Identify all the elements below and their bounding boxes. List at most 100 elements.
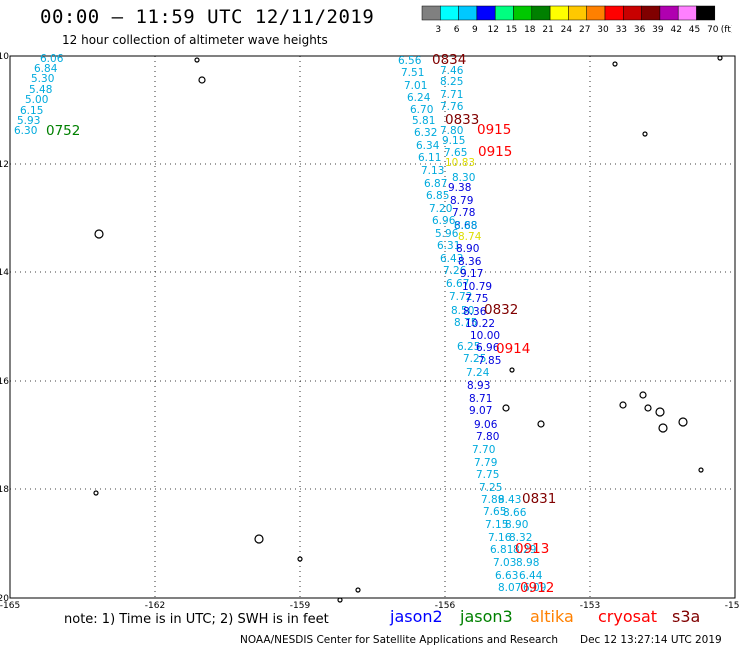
island-outline (94, 229, 104, 239)
wave-height-label: 8.93 (467, 380, 490, 392)
wave-height-label: 7.26 (443, 265, 467, 277)
wave-height-label: 6.44 (519, 570, 543, 582)
wave-height-label: 8.36 (458, 256, 482, 268)
y-tick-label: -14 (0, 268, 9, 278)
wave-height-label: 9.17 (460, 268, 483, 280)
island-outline (639, 391, 647, 399)
wave-height-label: 7.65 (444, 147, 467, 159)
wave-height-label: 6.31 (437, 240, 460, 252)
wave-height-label: 8.32 (509, 532, 532, 544)
wave-height-label: 6.32 (414, 127, 437, 139)
wave-height-label: 9.06 (474, 419, 498, 431)
legend-jason2: jason2 (390, 607, 443, 626)
map-title: 00:00 – 11:59 UTC 12/11/2019 (40, 6, 375, 28)
island-outline (644, 404, 652, 412)
color-tick-label: 39 (652, 25, 664, 35)
wave-height-label: 7.24 (466, 367, 490, 379)
wave-height-label: 6.85 (426, 190, 449, 202)
wave-height-label: 8.29 (513, 544, 536, 556)
wave-height-label: 7.75 (476, 469, 499, 481)
island-outline (678, 417, 688, 427)
pass-time-label: 0914 (496, 341, 530, 357)
island-outline (655, 407, 665, 417)
wave-height-label: 6.67 (446, 278, 469, 290)
pass-time-label: 0913 (515, 541, 549, 557)
wave-height-label: 6.09 (523, 582, 546, 594)
x-tick-label: -159 (290, 601, 311, 610)
wave-height-label: 6.63 (495, 570, 518, 582)
pass-time-label: 0831 (522, 491, 556, 507)
wave-height-label: 8.68 (454, 220, 477, 232)
color-tick-label: 15 (506, 25, 517, 35)
island-outline (642, 131, 648, 137)
wave-height-label: 6.56 (398, 55, 422, 67)
island-outline (93, 490, 99, 496)
island-outline (502, 404, 510, 412)
pass-time-label: 0752 (46, 123, 80, 139)
pass-time-label: 0912 (520, 580, 554, 596)
x-tick-label: -156 (435, 601, 456, 610)
island-outline (355, 587, 361, 593)
color-swatch (696, 5, 716, 21)
wave-height-label: 7.72 (449, 291, 472, 303)
wave-height-label: 6.34 (416, 140, 440, 152)
pass-time-label: 0915 (478, 144, 512, 160)
wave-height-label: 8.75 (454, 317, 477, 329)
pass-time-label: 0833 (445, 112, 479, 128)
island-outline (619, 401, 627, 409)
wave-height-label: 6.84 (34, 63, 58, 75)
island-outline (337, 597, 343, 603)
wave-height-label: 8.90 (456, 243, 479, 255)
color-unit-label: (ft) (721, 25, 732, 35)
credit-line: NOAA/NESDIS Center for Satellite Applica… (240, 634, 558, 646)
wave-height-label: 7.85 (478, 355, 501, 367)
wave-height-label: 7.01 (404, 80, 427, 92)
wave-height-label: 7.15 (485, 519, 508, 531)
legend-cryosat: cryosat (598, 607, 658, 626)
wave-height-label: 7.79 (474, 457, 497, 469)
wave-height-label: 6.15 (20, 105, 43, 117)
wave-height-label: 7.16 (488, 532, 512, 544)
color-tick-label: 30 (597, 25, 609, 35)
wave-height-label: 6.30 (14, 125, 37, 137)
island-outline (509, 367, 515, 373)
wave-height-label: 8.25 (440, 76, 463, 88)
color-tick-label: 6 (454, 25, 460, 35)
wave-height-label: 7.76 (440, 101, 464, 113)
x-tick-label: -150 (725, 601, 740, 610)
island-outline (194, 57, 200, 63)
island-outline (537, 420, 545, 428)
altimeter-map: -165 -162 -159 -156 -153 -150 -10 -12 -14 -16 -18 -… (0, 52, 740, 610)
color-tick-label: 70 (707, 25, 719, 35)
color-tick-label: 3 (435, 25, 441, 35)
wave-height-label: 7.51 (401, 67, 424, 79)
y-tick-label: -10 (0, 52, 9, 62)
x-tick-label: -165 (0, 601, 20, 610)
wave-height-label: 7.70 (472, 444, 495, 456)
color-tick-label: 21 (542, 25, 553, 35)
color-tick-label: 36 (634, 25, 646, 35)
legend-jason3: jason3 (460, 607, 513, 626)
wave-height-label: 6.96 (432, 215, 456, 227)
x-tick-label: -153 (580, 601, 600, 610)
wave-height-label: 10.83 (445, 157, 475, 169)
wave-height-label: 5.93 (17, 115, 40, 127)
color-tick-label: 18 (524, 25, 536, 35)
wave-height-label: 7.89 (481, 494, 504, 506)
wave-height-label: 9.38 (448, 182, 471, 194)
wave-height-label: 6.25 (457, 341, 480, 353)
wave-height-label: 6.70 (410, 104, 433, 116)
color-tick-label: 45 (689, 25, 700, 35)
wave-height-label: 6.43 (440, 253, 463, 265)
wave-height-label: 7.25 (479, 482, 502, 494)
pass-time-label: 0832 (484, 302, 518, 318)
wave-height-label: 8.66 (503, 507, 527, 519)
wave-height-label: 9.07 (469, 405, 492, 417)
wave-height-label: 8.71 (469, 393, 492, 405)
wave-height-label: 8.50 (451, 305, 474, 317)
pass-time-label: 0834 (432, 52, 466, 68)
wave-height-label: 6.96 (476, 342, 500, 354)
wave-height-label: 6.24 (407, 92, 431, 104)
wave-height-label: 8.36 (463, 306, 487, 318)
